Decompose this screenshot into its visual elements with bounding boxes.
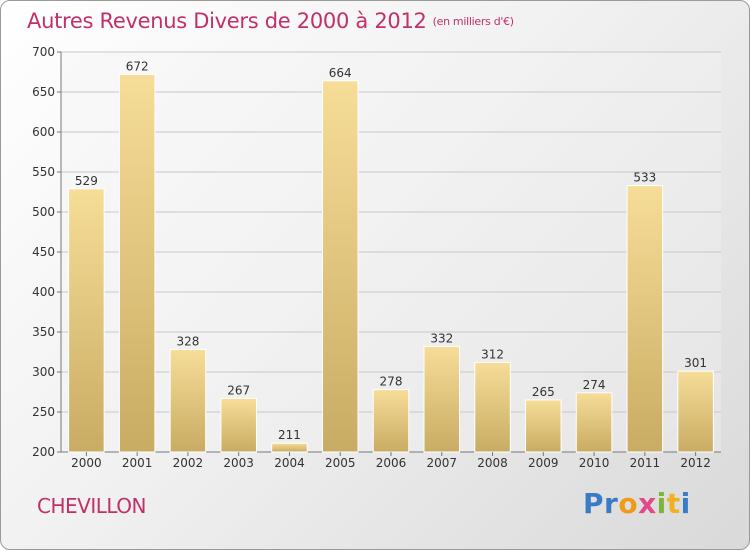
data-label: 301 — [684, 356, 707, 370]
x-tick-label: 2004 — [274, 456, 305, 470]
x-tick-label: 2006 — [376, 456, 407, 470]
x-tick-label: 2008 — [477, 456, 508, 470]
x-tick-label: 2001 — [122, 456, 153, 470]
proxiti-logo: Proxiti — [583, 487, 691, 520]
bar-2008 — [474, 361, 511, 453]
y-tick-label: 200 — [32, 445, 55, 459]
bar-2000 — [68, 188, 105, 453]
logo-letter: i — [656, 487, 667, 520]
bar-2006 — [372, 389, 410, 453]
bar-2007 — [423, 345, 461, 453]
y-tick-label: 300 — [32, 365, 55, 379]
bar-2005 — [321, 80, 359, 453]
bar-2009 — [525, 399, 562, 453]
bar-2010 — [575, 392, 613, 453]
y-tick-label: 700 — [32, 45, 55, 59]
title-text: Autres Revenus Divers de 2000 à 2012 — [27, 9, 427, 33]
unit-label: (en milliers d'€) — [432, 15, 514, 28]
bar-2001 — [118, 73, 156, 453]
logo-letter: t — [666, 487, 681, 520]
bar-2012 — [677, 370, 714, 453]
bar-2003 — [220, 397, 257, 453]
data-label: 274 — [583, 378, 606, 392]
bar-2002 — [169, 349, 207, 453]
logo-letter: r — [604, 487, 619, 520]
y-tick-label: 250 — [32, 405, 55, 419]
x-tick-label: 2011 — [630, 456, 661, 470]
logo-letter: P — [583, 487, 605, 520]
x-tick-label: 2005 — [325, 456, 356, 470]
x-tick-label: 2007 — [426, 456, 457, 470]
data-label: 211 — [278, 428, 301, 442]
data-label: 312 — [481, 347, 504, 361]
data-label: 533 — [633, 171, 656, 185]
y-tick-label: 500 — [32, 205, 55, 219]
bar-2011 — [626, 185, 664, 453]
data-label: 328 — [176, 335, 199, 349]
y-tick-label: 600 — [32, 125, 55, 139]
x-tick-label: 2012 — [680, 456, 711, 470]
city-name: CHEVILLON — [37, 494, 147, 518]
data-label: 332 — [430, 331, 453, 345]
data-label: 265 — [532, 385, 555, 399]
bar-2004 — [271, 442, 308, 453]
y-tick-label: 350 — [32, 325, 55, 339]
x-tick-label: 2003 — [223, 456, 254, 470]
x-tick-label: 2000 — [71, 456, 102, 470]
y-tick-label: 550 — [32, 165, 55, 179]
x-tick-label: 2009 — [528, 456, 559, 470]
data-label: 529 — [75, 174, 98, 188]
y-tick-label: 650 — [32, 85, 55, 99]
x-tick-label: 2010 — [579, 456, 610, 470]
logo-letter: x — [638, 487, 657, 520]
chart-title: Autres Revenus Divers de 2000 à 2012 (en … — [27, 9, 514, 33]
x-tick-label: 2002 — [173, 456, 204, 470]
logo-letter: i — [680, 487, 691, 520]
y-tick-label: 400 — [32, 285, 55, 299]
data-label: 664 — [329, 66, 352, 80]
data-label: 267 — [227, 383, 250, 397]
data-label: 278 — [380, 375, 403, 389]
data-label: 672 — [126, 59, 149, 73]
y-tick-label: 450 — [32, 245, 55, 259]
logo-letter: o — [618, 487, 639, 520]
